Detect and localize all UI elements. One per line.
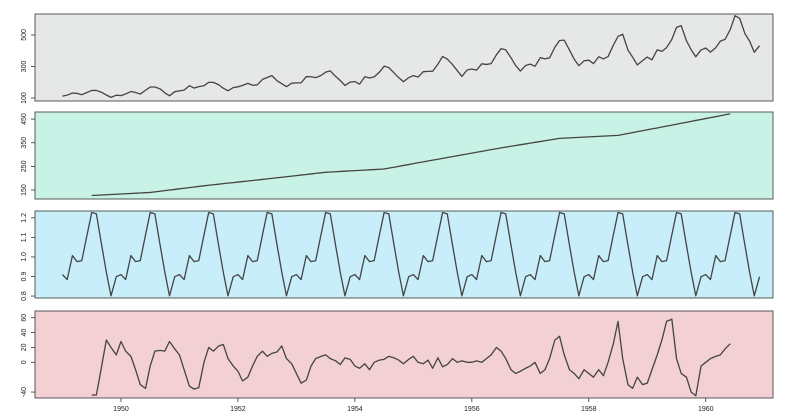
series-line xyxy=(62,211,761,297)
x-tick-label: 1952 xyxy=(230,406,246,413)
y-tick-label: 20 xyxy=(21,343,28,351)
y-tick-label: 1.0 xyxy=(21,252,28,262)
panel-background xyxy=(34,13,774,102)
x-tick-label: 1956 xyxy=(464,406,480,413)
panel-background xyxy=(34,310,774,399)
series-line xyxy=(62,15,761,99)
y-tick-label: -40 xyxy=(21,387,28,397)
y-tick-label: 40 xyxy=(21,329,28,337)
y-tick-label: 0 xyxy=(21,360,28,364)
panel-background xyxy=(34,210,774,299)
y-tick-label: 100 xyxy=(21,92,28,104)
y-tick-label: 300 xyxy=(21,61,28,73)
y-tick-label: 1.1 xyxy=(21,232,28,242)
y-tick-label: 450 xyxy=(21,113,28,125)
y-tick-label: 0.9 xyxy=(21,272,28,282)
y-tick-label: 500 xyxy=(21,29,28,41)
series-line xyxy=(91,113,731,197)
y-tick-label: 60 xyxy=(21,314,28,322)
series-line xyxy=(91,318,731,397)
panel-background xyxy=(34,111,774,200)
y-tick-label: 0.8 xyxy=(21,291,28,301)
y-tick-label: 150 xyxy=(21,184,28,196)
y-tick-label: 1.2 xyxy=(21,213,28,223)
y-tick-label: 250 xyxy=(21,160,28,172)
y-tick-label: 350 xyxy=(21,137,28,149)
x-tick-label: 1950 xyxy=(113,406,129,413)
x-tick-label: 1958 xyxy=(581,406,597,413)
x-tick-label: 1960 xyxy=(698,406,714,413)
x-tick-label: 1954 xyxy=(347,406,363,413)
